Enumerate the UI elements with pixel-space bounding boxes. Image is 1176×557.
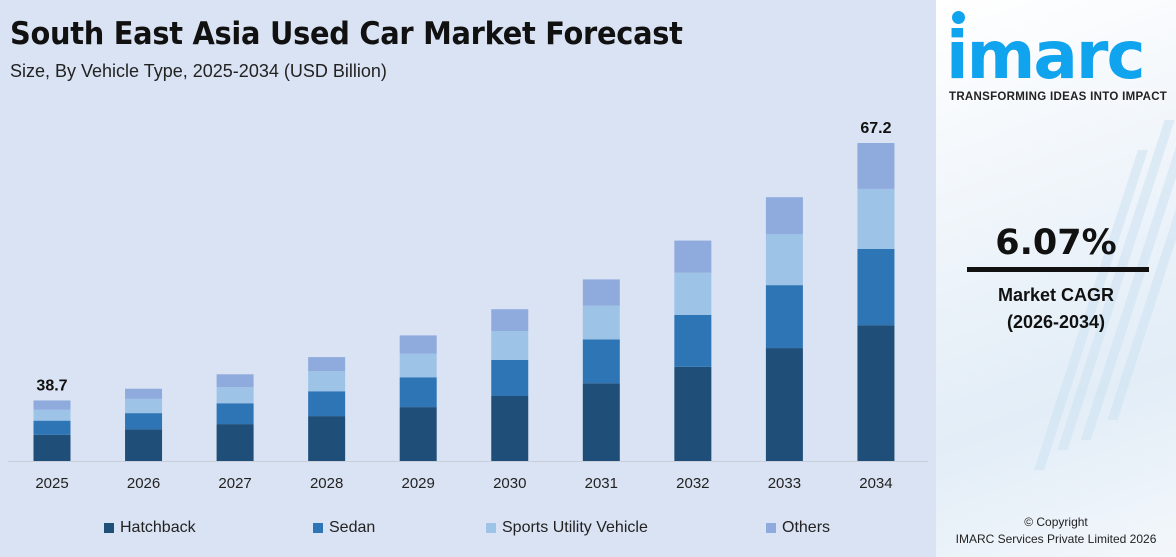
cagr-value: 6.07% [995, 223, 1117, 263]
cagr-period: (2026-2034) [1006, 312, 1106, 332]
bar-segment-others-2031 [582, 279, 620, 306]
logo-tagline: TRANSFORMING IDEAS INTO IMPACT [949, 91, 1168, 103]
chart-area: South East Asia Used Car Market Forecast… [0, 16, 936, 539]
copyright: © Copyright IMARC Services Private Limit… [936, 514, 1176, 548]
bar-segment-sedan-2025 [33, 420, 71, 435]
legend-swatch [313, 523, 323, 533]
cagr-label-text: Market CAGR [997, 285, 1115, 305]
x-tick-label: 2033 [768, 475, 801, 492]
x-tick-label: 2025 [35, 475, 68, 492]
bar-segment-hatchback-2033 [765, 348, 803, 461]
bar-segment-sedan-2033 [765, 285, 803, 349]
bar-segment-sedan-2028 [308, 391, 346, 417]
bar-segment-hatchback-2028 [308, 416, 346, 461]
bar-segment-others-2033 [765, 197, 803, 235]
x-tick-label: 2034 [859, 475, 892, 492]
bar-segment-hatchback-2031 [582, 383, 620, 461]
bar-segment-others-2029 [399, 335, 437, 354]
bar-segment-others-2032 [674, 240, 712, 273]
bar-segment-hatchback-2025 [33, 434, 71, 461]
bar-segment-sports-utility-vehicle-2034 [857, 188, 895, 249]
bar-segment-sedan-2032 [674, 314, 712, 367]
bar-segment-sports-utility-vehicle-2027 [216, 387, 254, 404]
bar-segment-others-2027 [216, 374, 254, 388]
imarc-logo: imarc [946, 28, 1144, 84]
x-tick-label: 2026 [127, 475, 160, 492]
legend-item-sedan: Sedan [313, 519, 375, 537]
chart-title: South East Asia Used Car Market Forecast [10, 16, 683, 52]
legend: Hatchback Sedan Sports Utility Vehicle Othe… [0, 519, 936, 539]
copyright-line-1: © Copyright [1024, 515, 1088, 529]
x-tick-label: 2029 [402, 475, 435, 492]
chart-subtitle: Size, By Vehicle Type, 2025-2034 (USD Bi… [10, 61, 387, 81]
bar-segment-hatchback-2034 [857, 325, 895, 461]
legend-label: Sedan [329, 519, 376, 536]
bar-segment-others-2028 [308, 357, 346, 372]
bar-segment-sedan-2030 [491, 359, 529, 396]
x-tick-label: 2031 [585, 475, 618, 492]
legend-label: Hatchback [120, 519, 196, 536]
copyright-line-2: IMARC Services Private Limited 2026 [955, 532, 1157, 546]
bar-segment-sedan-2027 [216, 403, 254, 425]
bar-segment-hatchback-2029 [399, 407, 437, 461]
legend-item-sports-utility-vehicle: Sports Utility Vehicle [486, 519, 648, 537]
bar-segment-sports-utility-vehicle-2032 [674, 272, 712, 315]
bar-segment-others-2034 [857, 143, 895, 189]
data-label-2034: 67.2 [860, 120, 891, 137]
bar-segment-hatchback-2027 [216, 424, 254, 461]
x-tick-label: 2030 [493, 475, 526, 492]
data-label-2025: 38.7 [36, 377, 67, 394]
bar-segment-hatchback-2032 [674, 366, 712, 461]
bar-segment-sedan-2031 [582, 339, 620, 384]
bar-segment-sedan-2026 [125, 413, 163, 430]
stacked-bar-chart: 2025 38.7 2026 2027 2028 2029 2030 2031 2032 2033… [8, 120, 928, 492]
bar-segment-sports-utility-vehicle-2028 [308, 371, 346, 392]
legend-swatch [104, 523, 114, 533]
bar-segment-sports-utility-vehicle-2033 [765, 234, 803, 286]
logo-dot [952, 11, 965, 24]
info-panel: imarc TRANSFORMING IDEAS INTO IMPACT 6.0… [936, 0, 1176, 557]
legend-item-others: Others [766, 519, 830, 537]
bar-segment-sports-utility-vehicle-2030 [491, 330, 529, 360]
legend-swatch [766, 523, 776, 533]
x-tick-label: 2028 [310, 475, 343, 492]
bar-segment-sports-utility-vehicle-2025 [33, 409, 71, 421]
bar-segment-sports-utility-vehicle-2031 [582, 305, 620, 340]
bar-segment-sedan-2029 [399, 377, 437, 408]
legend-label: Sports Utility Vehicle [502, 519, 648, 536]
bar-segment-others-2025 [33, 400, 71, 410]
bar-segment-sports-utility-vehicle-2029 [399, 353, 437, 378]
bar-segment-sports-utility-vehicle-2026 [125, 398, 163, 414]
x-tick-label: 2027 [218, 475, 251, 492]
cagr-label: Market CAGR (2026-2034) [936, 282, 1176, 336]
bar-segment-sedan-2034 [857, 249, 895, 326]
legend-item-hatchback: Hatchback [104, 519, 196, 537]
x-tick-label: 2032 [676, 475, 709, 492]
bar-segment-hatchback-2026 [125, 429, 163, 461]
cagr-divider [967, 267, 1149, 272]
legend-swatch [486, 523, 496, 533]
bar-segment-others-2026 [125, 388, 163, 399]
legend-label: Others [782, 519, 831, 536]
bar-segment-hatchback-2030 [491, 395, 529, 461]
bar-segment-others-2030 [491, 309, 529, 331]
